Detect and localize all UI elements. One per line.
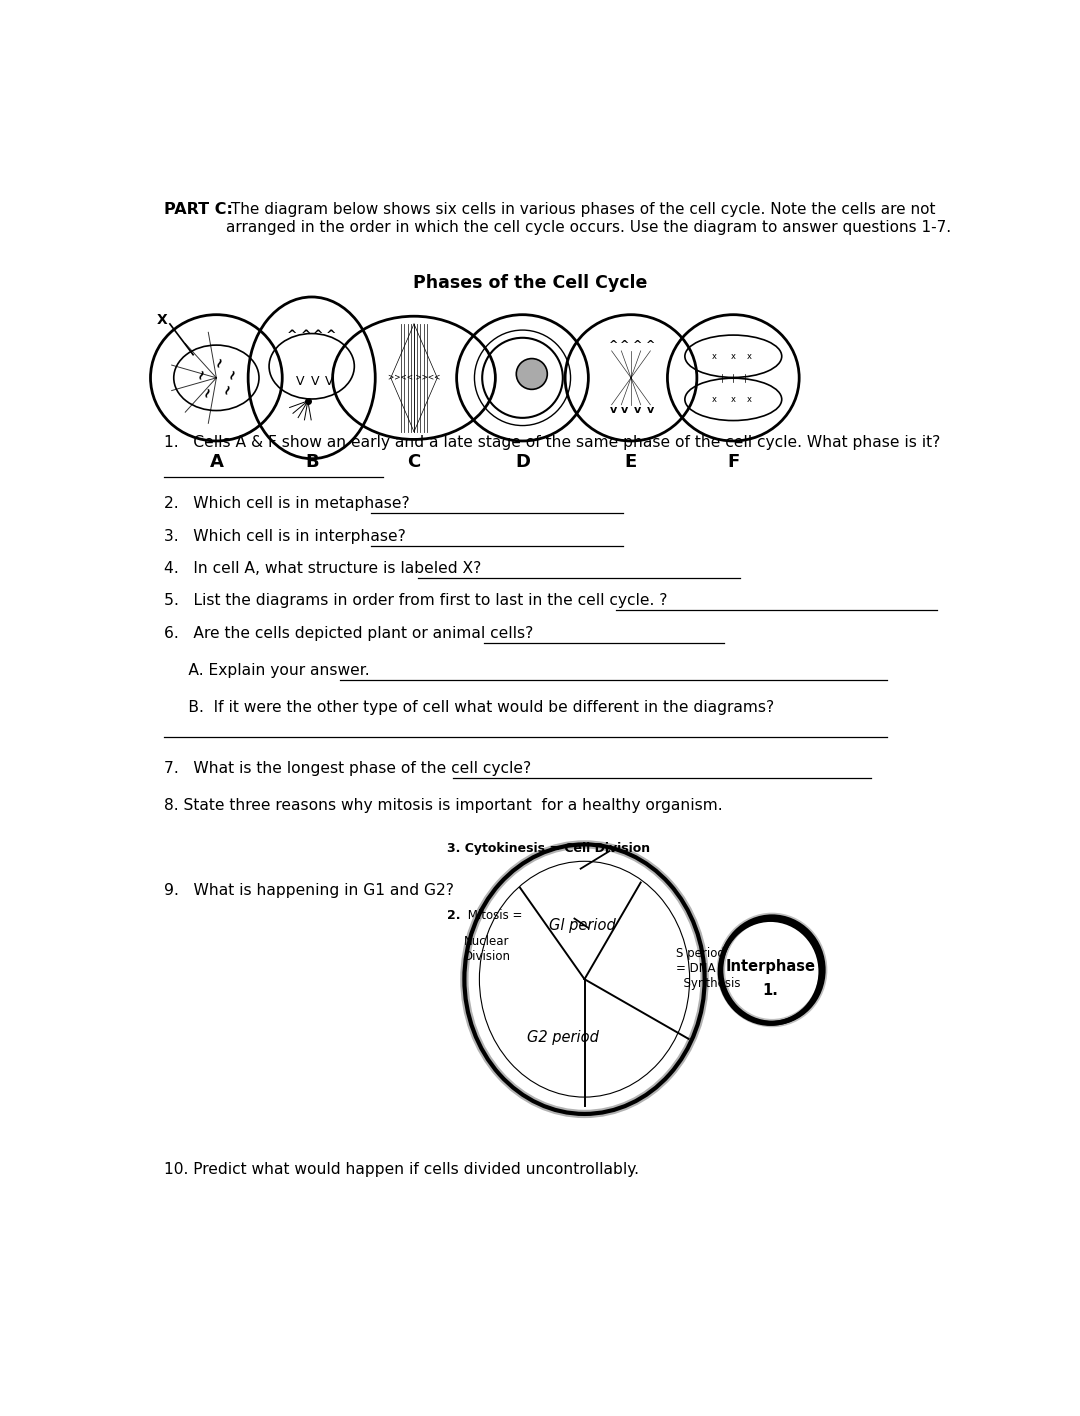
- Text: x: x: [712, 395, 716, 404]
- Text: Interphase: Interphase: [726, 960, 815, 974]
- Text: ^: ^: [312, 329, 323, 343]
- Text: v: v: [621, 405, 629, 415]
- Text: 8. State three reasons why mitosis is important  for a healthy organism.: 8. State three reasons why mitosis is im…: [164, 799, 724, 813]
- Text: Mitosis =: Mitosis =: [463, 909, 526, 922]
- Text: V: V: [311, 375, 320, 388]
- Text: ~: ~: [193, 367, 211, 382]
- Text: ^: ^: [300, 329, 311, 343]
- Text: V: V: [296, 375, 305, 388]
- Text: F: F: [727, 453, 740, 472]
- Text: 1.   Cells A & F show an early and a late stage of the same phase of the cell cy: 1. Cells A & F show an early and a late …: [164, 435, 941, 450]
- Text: 10. Predict what would happen if cells divided uncontrollably.: 10. Predict what would happen if cells d…: [164, 1161, 639, 1177]
- Text: ^: ^: [287, 329, 298, 343]
- Text: ^: ^: [646, 340, 656, 351]
- Text: v: v: [610, 405, 618, 415]
- Text: x: x: [746, 351, 752, 361]
- Text: B.  If it were the other type of cell what would be different in the diagrams?: B. If it were the other type of cell wha…: [164, 700, 774, 715]
- Text: B: B: [305, 453, 319, 472]
- Text: ^: ^: [633, 340, 642, 351]
- Text: ~: ~: [225, 367, 242, 382]
- Text: 9.   What is happening in G1 and G2?: 9. What is happening in G1 and G2?: [164, 884, 455, 898]
- Text: 2.: 2.: [446, 909, 460, 922]
- Text: v: v: [634, 405, 640, 415]
- Text: V: V: [324, 375, 333, 388]
- Text: ^: ^: [609, 340, 619, 351]
- Text: 2.   Which cell is in metaphase?: 2. Which cell is in metaphase?: [164, 497, 410, 511]
- Text: 6.   Are the cells depicted plant or animal cells?: 6. Are the cells depicted plant or anima…: [164, 626, 534, 641]
- Text: D: D: [515, 453, 530, 472]
- Text: G2 period: G2 period: [527, 1029, 599, 1045]
- Text: Phases of the Cell Cycle: Phases of the Cell Cycle: [413, 273, 647, 292]
- Text: ^: ^: [326, 329, 336, 343]
- Text: >><< >><<: >><< >><<: [388, 374, 441, 382]
- Text: ~: ~: [219, 381, 237, 398]
- Text: PART C:: PART C:: [164, 202, 233, 217]
- Text: x: x: [731, 395, 735, 404]
- Text: x: x: [746, 395, 752, 404]
- Text: A. Explain your answer.: A. Explain your answer.: [164, 663, 370, 678]
- Text: A: A: [210, 453, 224, 472]
- Text: 5.   List the diagrams in order from first to last in the cell cycle. ?: 5. List the diagrams in order from first…: [164, 593, 667, 609]
- Circle shape: [516, 358, 548, 389]
- Text: v: v: [647, 405, 654, 415]
- Text: Gl period: Gl period: [549, 918, 616, 933]
- Text: C: C: [407, 453, 420, 472]
- Text: x: x: [731, 351, 735, 361]
- Text: x: x: [712, 351, 716, 361]
- Text: 3. Cytokinesis = Cell Division: 3. Cytokinesis = Cell Division: [446, 841, 650, 855]
- Text: The diagram below shows six cells in various phases of the cell cycle. Note the : The diagram below shows six cells in var…: [226, 202, 950, 235]
- Text: ~: ~: [200, 384, 217, 399]
- Text: 3.   Which cell is in interphase?: 3. Which cell is in interphase?: [164, 528, 406, 544]
- Text: X: X: [157, 313, 167, 327]
- Text: 7.   What is the longest phase of the cell cycle?: 7. What is the longest phase of the cell…: [164, 762, 531, 776]
- Text: 4.   In cell A, what structure is labeled X?: 4. In cell A, what structure is labeled …: [164, 561, 482, 576]
- Text: 1.: 1.: [762, 983, 779, 998]
- Text: S period
= DNA
  Synthesis: S period = DNA Synthesis: [676, 947, 741, 990]
- Text: ^: ^: [620, 340, 630, 351]
- Text: E: E: [625, 453, 637, 472]
- Text: ~: ~: [212, 354, 229, 370]
- Text: Nuclear
Division: Nuclear Division: [463, 936, 511, 963]
